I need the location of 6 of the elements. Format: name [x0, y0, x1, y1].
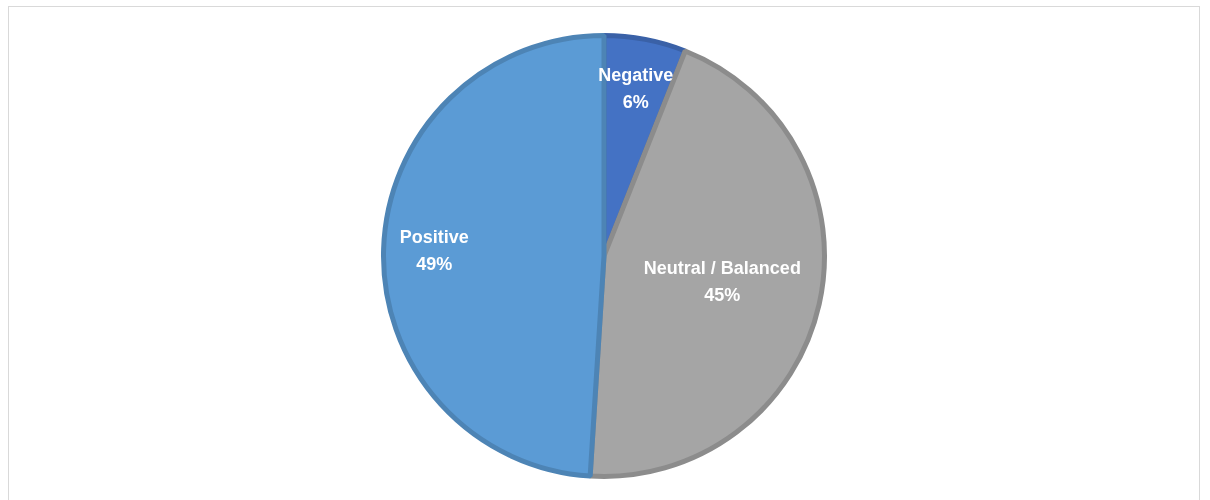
slice-label: Neutral / Balanced — [643, 258, 801, 279]
data-label: 45% — [704, 285, 741, 306]
slice-label: Positive — [399, 226, 469, 247]
slice-label: Negative — [598, 65, 674, 86]
data-label: 49% — [416, 253, 453, 274]
data-label: 6% — [622, 92, 649, 113]
